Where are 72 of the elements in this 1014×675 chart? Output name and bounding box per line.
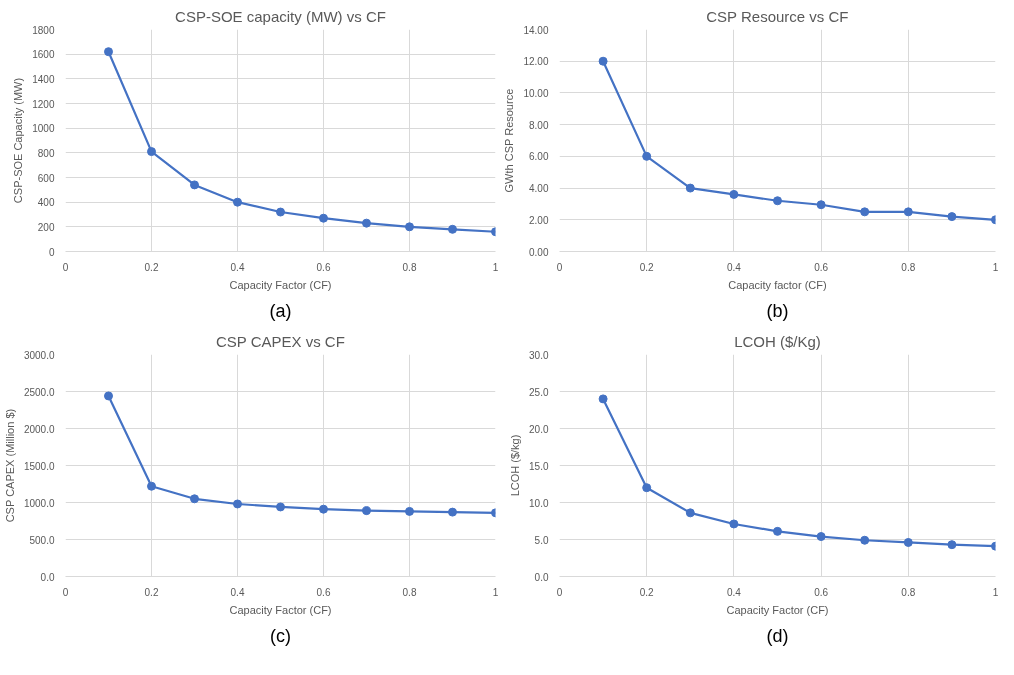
- chart-title: CSP CAPEX vs CF: [215, 332, 345, 350]
- y-tick-label: 3000.0: [23, 349, 55, 361]
- x-axis-title: Capacity Factor (CF): [726, 603, 829, 616]
- x-tick-label: 0.2: [639, 261, 655, 273]
- y-tick-label: 0.0: [534, 571, 549, 583]
- y-tick-label: 0.00: [529, 246, 549, 258]
- x-tick-label: 0.2: [144, 261, 159, 273]
- y-tick-label: 10.0: [529, 497, 549, 509]
- y-tick-label: 8.00: [529, 119, 549, 131]
- x-tick-label: 0.6: [316, 586, 331, 598]
- text: (b): [766, 300, 789, 321]
- x-tick-label: 0.8: [402, 261, 417, 273]
- x-axis-title: Capacity Factor (CF): [229, 278, 332, 291]
- chart-title: CSP-SOE capacity (MW) vs CF: [175, 7, 386, 25]
- x-tick-label: 0.8: [901, 586, 916, 598]
- text: (c): [270, 625, 292, 646]
- y-axis-title: GWth CSP Resource: [503, 88, 516, 193]
- y-tick-label: 1400: [32, 73, 55, 85]
- y-tick-label: 20.0: [529, 423, 549, 435]
- y-tick-label: 1000: [32, 123, 55, 135]
- x-tick-label: 0.4: [230, 586, 245, 598]
- y-tick-label: 2.00: [529, 214, 549, 226]
- y-tick-label: 6.00: [529, 151, 549, 163]
- y-tick-label: 5.0: [534, 534, 549, 546]
- y-tick-label: 12.00: [523, 56, 549, 68]
- y-axis-title: CSP-SOE Capacity (MW): [12, 77, 25, 204]
- y-tick-label: 1000.0: [23, 497, 55, 509]
- text: (a): [269, 300, 292, 321]
- y-tick-label: 2500.0: [23, 386, 55, 398]
- text: (d): [766, 625, 789, 646]
- x-tick-label: 0: [556, 261, 563, 273]
- y-tick-label: 800: [37, 147, 55, 159]
- y-tick-label: 200: [37, 221, 55, 233]
- x-axis-title: Capacity factor (CF): [728, 278, 827, 291]
- y-tick-label: 4.00: [529, 183, 549, 195]
- y-tick-label: 400: [37, 197, 55, 209]
- x-tick-label: 0.8: [901, 261, 916, 273]
- chart-title: LCOH ($/Kg): [734, 332, 821, 350]
- y-axis-title: LCOH ($/kg): [509, 434, 522, 497]
- y-tick-label: 1600: [32, 49, 55, 61]
- x-tick-label: 0.2: [639, 586, 655, 598]
- x-tick-label: 0: [62, 261, 69, 273]
- y-tick-label: 25.0: [529, 386, 549, 398]
- x-tick-label: 1: [492, 586, 499, 598]
- y-tick-label: 500.0: [29, 534, 55, 546]
- x-tick-label: 0: [62, 586, 69, 598]
- y-tick-label: 0: [48, 246, 55, 258]
- y-tick-label: 10.00: [523, 87, 549, 99]
- x-tick-label: 0.4: [726, 261, 742, 273]
- y-tick-label: 1500.0: [23, 460, 55, 472]
- x-tick-label: 1: [492, 261, 499, 273]
- x-tick-label: 0: [556, 586, 563, 598]
- x-tick-label: 0.8: [402, 586, 417, 598]
- y-tick-label: 1800: [32, 24, 55, 36]
- y-tick-label: 30.0: [529, 349, 549, 361]
- y-tick-label: 0.0: [40, 571, 55, 583]
- y-axis-title: CSP CAPEX (Million $): [3, 408, 16, 523]
- chart-title: CSP Resource vs CF: [706, 7, 849, 25]
- y-tick-label: 14.00: [523, 24, 549, 36]
- x-tick-label: 0.6: [814, 261, 829, 273]
- x-tick-label: 0.2: [144, 586, 159, 598]
- y-tick-label: 1200: [32, 98, 55, 110]
- x-tick-label: 1: [992, 261, 999, 273]
- y-tick-label: 600: [37, 172, 55, 184]
- x-axis-title: Capacity Factor (CF): [229, 603, 332, 616]
- x-tick-label: 0.6: [316, 261, 331, 273]
- x-tick-label: 0.4: [230, 261, 245, 273]
- y-tick-label: 2000.0: [23, 423, 55, 435]
- x-tick-label: 1: [992, 586, 999, 598]
- y-tick-label: 15.0: [529, 460, 549, 472]
- x-tick-label: 0.6: [814, 586, 829, 598]
- x-tick-label: 0.4: [726, 586, 742, 598]
